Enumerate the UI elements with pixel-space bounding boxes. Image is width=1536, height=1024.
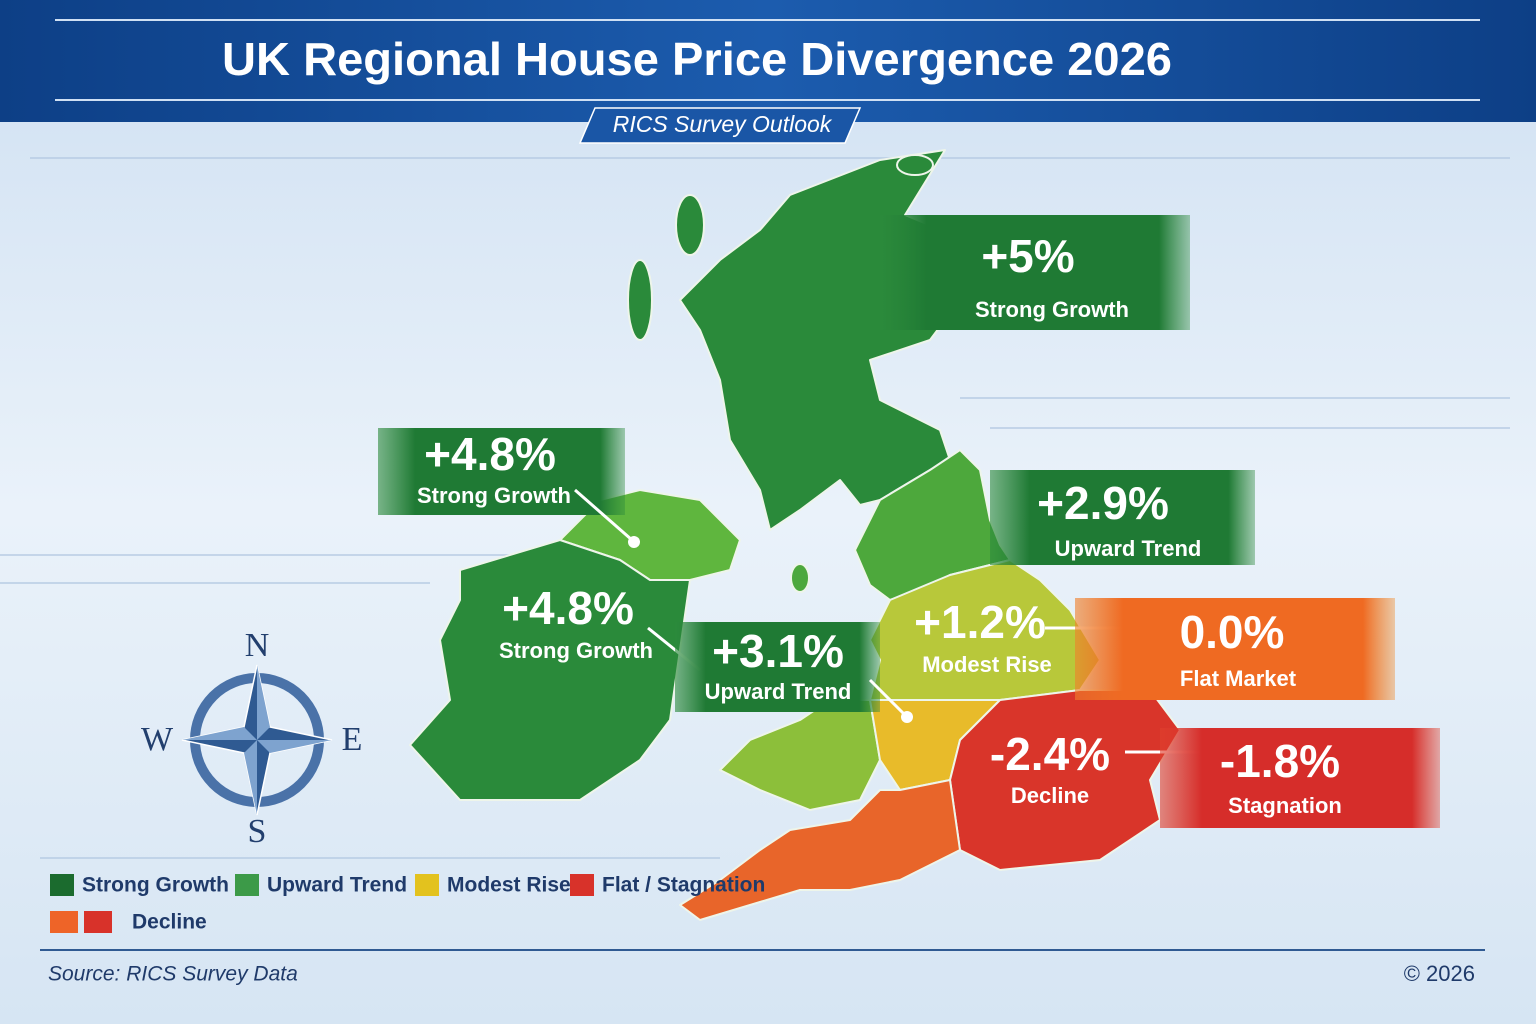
region-value: 0.0% bbox=[1180, 606, 1285, 658]
connector-dot bbox=[628, 536, 640, 548]
region-value: -1.8% bbox=[1220, 735, 1340, 787]
compass-star bbox=[182, 727, 257, 740]
island bbox=[896, 154, 934, 176]
compass-letter: E bbox=[342, 721, 363, 758]
decor-lines bbox=[0, 157, 1510, 584]
legend-label: Upward Trend bbox=[267, 874, 407, 897]
region-label: Strong Growth bbox=[417, 483, 571, 508]
copyright: © 2026 bbox=[1404, 961, 1475, 986]
connector bbox=[574, 488, 633, 542]
source: Source: RICS Survey Data bbox=[48, 963, 298, 986]
legend-swatch bbox=[415, 874, 439, 896]
legend-swatch bbox=[84, 911, 112, 933]
region-value: +5% bbox=[981, 230, 1074, 282]
connector bbox=[868, 678, 907, 717]
callout-box bbox=[675, 622, 880, 712]
compass-letter: N bbox=[245, 627, 270, 664]
isle-of-man bbox=[790, 563, 810, 593]
region-label: Decline bbox=[1011, 783, 1089, 808]
legend-swatch bbox=[50, 911, 78, 933]
connector-dot bbox=[901, 711, 913, 723]
title: UK Regional House Price Divergence 2026 bbox=[222, 33, 1172, 85]
callout-box bbox=[378, 428, 625, 515]
compass: N E S W bbox=[141, 627, 362, 850]
legend-label: Modest Rise bbox=[447, 874, 571, 897]
region-value: -2.4% bbox=[990, 728, 1110, 780]
region-label: Stagnation bbox=[1228, 793, 1342, 818]
legend-label: Decline bbox=[132, 911, 207, 934]
region-value: +1.2% bbox=[914, 596, 1046, 648]
legend-label: Flat / Stagnation bbox=[602, 874, 765, 897]
legend-swatch bbox=[570, 874, 594, 896]
callout-box bbox=[1075, 598, 1395, 700]
legend-swatch bbox=[235, 874, 259, 896]
south-west bbox=[679, 779, 961, 921]
island bbox=[675, 194, 705, 256]
region-label: Flat Market bbox=[1180, 666, 1297, 691]
subtitle-tab bbox=[578, 107, 862, 144]
region-value: +4.8% bbox=[424, 428, 556, 480]
compass-letter: S bbox=[248, 813, 267, 850]
callout-box bbox=[1160, 728, 1440, 828]
callouts: +5% Strong Growth +4.8% Strong Growth +4… bbox=[378, 215, 1440, 828]
compass-star bbox=[244, 740, 257, 815]
region-label: Upward Trend bbox=[1055, 536, 1202, 561]
compass-star bbox=[257, 740, 332, 753]
callout-box bbox=[880, 215, 1190, 330]
region-label: Modest Rise bbox=[922, 652, 1052, 677]
callout-box bbox=[990, 470, 1255, 565]
legend-swatch bbox=[50, 874, 74, 896]
region-label: Upward Trend bbox=[705, 679, 852, 704]
region-label: Strong Growth bbox=[499, 638, 653, 663]
region-label: Strong Growth bbox=[975, 297, 1129, 322]
legend: Strong Growth Upward Trend Modest Rise Flat… bbox=[50, 874, 765, 934]
legend-label: Strong Growth bbox=[82, 874, 229, 897]
compass-star bbox=[257, 665, 270, 740]
island bbox=[627, 259, 653, 341]
region-value: +4.8% bbox=[502, 582, 634, 634]
compass-letter: W bbox=[141, 721, 174, 758]
region-value: +2.9% bbox=[1037, 477, 1169, 529]
region-value: +3.1% bbox=[712, 625, 844, 677]
subtitle: RICS Survey Outlook bbox=[613, 111, 833, 137]
ireland bbox=[409, 539, 691, 801]
